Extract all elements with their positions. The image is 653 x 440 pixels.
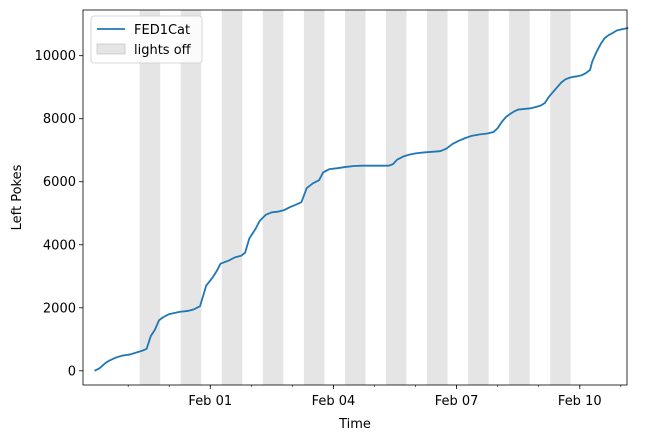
lights-off-band: [385, 10, 407, 385]
y-axis: 0 2000 4000 6000 8000 10000: [35, 49, 83, 379]
lights-off-band: [180, 10, 202, 385]
x-tick-label: Feb 04: [312, 394, 356, 409]
x-tick-label: Feb 07: [435, 394, 479, 409]
y-tick-label: 6000: [43, 175, 76, 190]
legend-patch-swatch: [96, 43, 126, 55]
lights-off-band: [509, 10, 530, 385]
lights-off-band: [427, 10, 448, 385]
y-tick-label: 10000: [35, 49, 76, 64]
lights-off-bands: [139, 10, 571, 385]
x-axis-label: Time: [338, 417, 371, 432]
legend-label-fed1cat: FED1Cat: [134, 23, 190, 38]
y-tick-label: 0: [68, 364, 76, 379]
series-layer: [94, 27, 629, 372]
lights-off-band: [468, 10, 489, 385]
x-tick-label: Feb 01: [188, 394, 232, 409]
x-axis: Feb 01 Feb 04 Feb 07 Feb 10: [127, 385, 622, 409]
y-axis-label: Left Pokes: [10, 164, 25, 230]
series-line-fed1cat: [94, 27, 629, 372]
plot-frame: [82, 9, 628, 386]
legend-label-lights-off: lights off: [134, 43, 192, 58]
lights-off-band: [550, 10, 571, 385]
lights-off-band: [303, 10, 325, 385]
lights-off-band: [344, 10, 366, 385]
y-tick-label: 8000: [43, 112, 76, 127]
x-tick-label: Feb 10: [558, 394, 602, 409]
lights-off-band: [139, 10, 161, 385]
y-tick-label: 4000: [43, 238, 76, 253]
legend: FED1Cat lights off: [90, 15, 203, 64]
lights-off-band: [262, 10, 284, 385]
y-tick-label: 2000: [43, 301, 76, 316]
lights-off-band: [221, 10, 243, 385]
